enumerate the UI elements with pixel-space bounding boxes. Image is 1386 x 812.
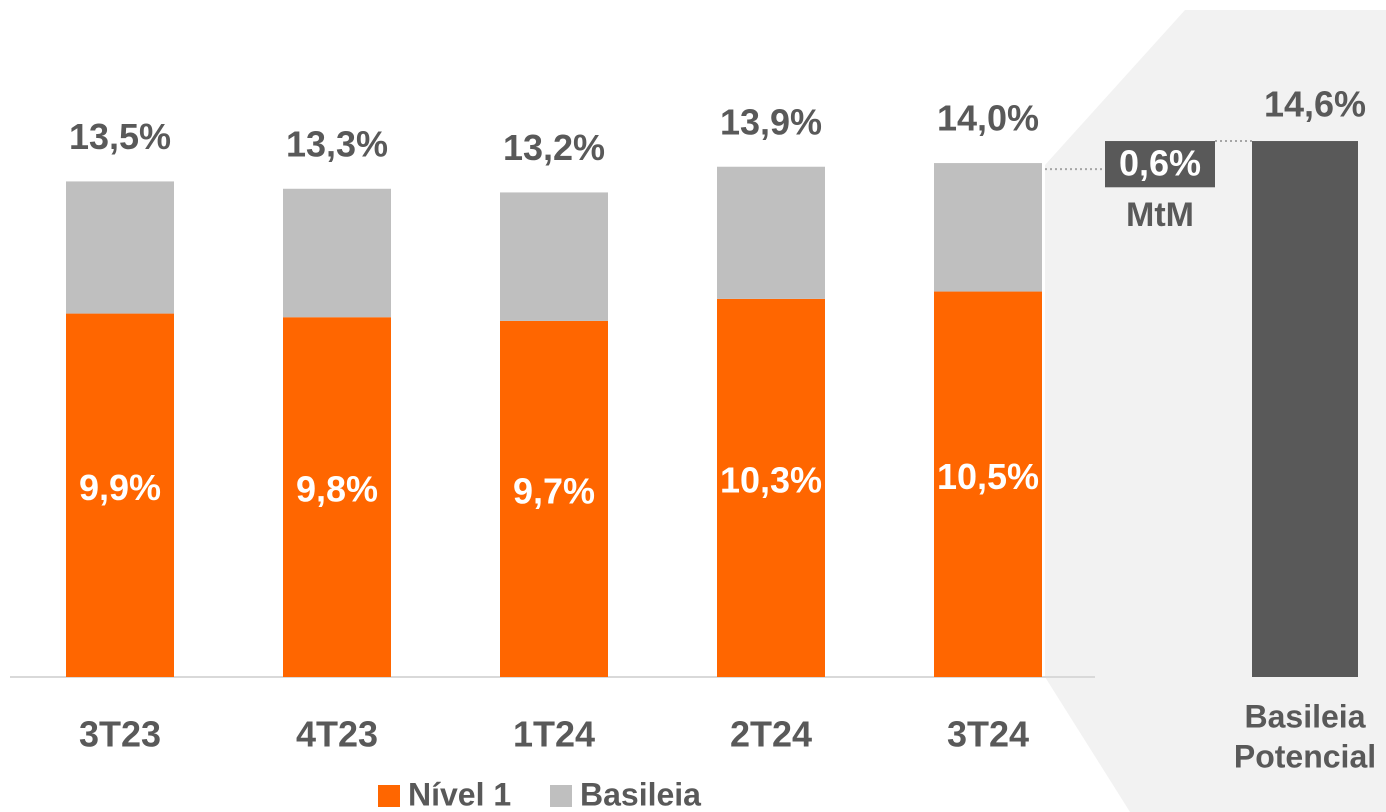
- total-label: 13,2%: [503, 127, 605, 168]
- bar-segment: [717, 298, 825, 677]
- x-tick-label: 4T23: [296, 714, 378, 755]
- value-label: 10,3%: [720, 459, 822, 500]
- x-tick-label: 3T23: [79, 714, 161, 755]
- value-label: 9,8%: [296, 469, 378, 510]
- value-label: 9,7%: [513, 470, 595, 511]
- value-label: 9,9%: [79, 467, 161, 508]
- total-label: 13,3%: [286, 123, 388, 164]
- bar-segment: [717, 166, 825, 299]
- legend-swatch: [550, 785, 572, 807]
- mtm-box: [1105, 141, 1215, 188]
- x-tick-label: 2T24: [730, 714, 812, 755]
- bar-segment: [500, 320, 608, 677]
- x-tick-label: 1T24: [513, 714, 595, 755]
- potential-label: Basileia: [1245, 698, 1366, 734]
- value-label: 10,5%: [937, 456, 1039, 497]
- legend-swatch: [378, 785, 400, 807]
- legend-label: Nível 1: [408, 776, 511, 812]
- mtm-label: MtM: [1126, 196, 1194, 234]
- potential-bar: [1252, 141, 1358, 678]
- mtm-value: 0,6%: [1119, 143, 1201, 184]
- total-label: 14,0%: [937, 98, 1039, 139]
- legend-label: Basileia: [580, 776, 701, 812]
- bar-segment: [66, 181, 174, 314]
- total-label: 13,5%: [69, 116, 171, 157]
- x-tick-label: 3T24: [947, 714, 1029, 755]
- bar-segment: [66, 313, 174, 677]
- bar-segment: [934, 163, 1042, 292]
- potential-value: 14,6%: [1264, 84, 1366, 125]
- bar-segment: [500, 192, 608, 321]
- total-label: 13,9%: [720, 101, 822, 142]
- potential-label: Potencial: [1234, 738, 1376, 774]
- bar-segment: [934, 291, 1042, 677]
- bar-segment: [283, 188, 391, 318]
- bar-segment: [283, 317, 391, 677]
